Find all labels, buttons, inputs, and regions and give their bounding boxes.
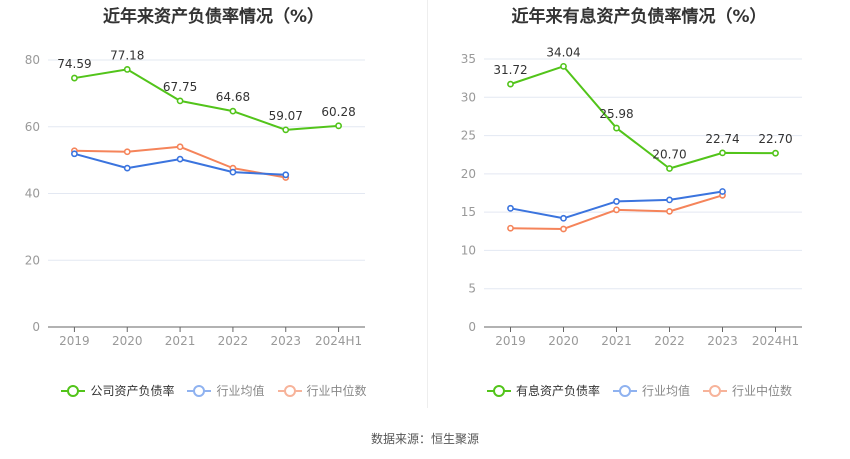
data-point-avg [560,214,567,222]
data-point-avg [123,164,131,172]
legend-line-icon [612,384,637,397]
x-tick-label: 2021 [165,334,196,348]
data-point-avg [229,168,237,176]
y-tick-label: 25 [461,129,476,143]
legend: 公司资产负债率 行业均值 行业中位数 [0,382,427,399]
legend-item-median[interactable]: 行业中位数 [277,382,367,399]
data-point-company [176,97,184,105]
x-tick-label: 2024H1 [752,334,799,348]
chart-title: 近年来有息资产负债率情况（%） [511,7,767,27]
data-point-company [719,149,726,157]
legend-line-icon [277,384,302,397]
data-point-company [229,107,237,115]
legend-item-avg[interactable]: 行业均值 [612,382,690,399]
data-point-median [613,206,620,214]
x-tick-label: 2020 [112,334,143,348]
x-tick-label: 2023 [270,334,301,348]
data-point-company [507,80,514,88]
y-tick-label: 20 [461,167,476,181]
data-point-company [613,124,620,132]
data-label: 31.72 [493,63,527,77]
series-line-company [510,65,776,170]
data-point-avg [666,196,673,204]
legend-item-median[interactable]: 行业中位数 [702,382,792,399]
data-point-median [123,148,131,156]
data-point-avg [282,171,290,179]
panel-divider [427,0,428,408]
legend-label: 行业均值 [216,384,265,398]
legend-label: 有息资产负债率 [515,384,600,398]
series-line-company [74,68,339,131]
x-tick-label: 2022 [654,334,685,348]
data-label: 59.07 [269,109,303,123]
data-point-company [123,66,131,73]
x-tick-label: 2019 [495,334,526,348]
legend-line-icon [61,384,86,397]
data-point-avg [719,188,726,195]
legend-line-icon [486,384,511,397]
data-label: 25.98 [599,107,633,121]
legend: 有息资产负债率 行业均值 行业中位数 [428,382,850,399]
interest-debt-ratio-chart: 0 5 10 15 20 25 30 35 2019 2020 2021 2022 2023 2024H1… [461,45,802,348]
chart-panel-interest-debt-ratio: 近年来有息资产负债率情况（%） 0 5 10 15 20 25 30 35 2019 2020 20… [428,0,850,410]
x-tick-label: 2024H1 [315,334,362,348]
y-tick-label: 30 [461,90,476,104]
data-point-avg [71,150,78,158]
legend-label: 公司资产负债率 [90,384,175,398]
data-point-avg [613,198,620,205]
legend-label: 行业中位数 [732,384,793,398]
y-tick-label: 5 [468,282,476,296]
legend-line-icon [703,384,727,397]
data-point-company [560,62,567,70]
y-tick-label: 15 [461,205,476,219]
legend-label: 行业中位数 [306,384,367,398]
x-tick-label: 2022 [218,334,249,348]
data-label: 22.70 [758,132,792,146]
legend-item-company[interactable]: 公司资产负债率 [60,382,174,399]
data-point-median [666,207,673,215]
y-tick-label: 40 [25,187,40,201]
legend-label: 行业均值 [641,384,690,398]
data-source: 数据来源：恒生聚源 [370,432,479,446]
x-tick-label: 2023 [707,334,738,348]
data-point-median [560,225,567,233]
data-point-median [507,224,514,232]
data-point-company [71,74,78,82]
y-tick-label: 0 [468,320,476,334]
data-label: 74.59 [57,57,91,71]
y-tick-label: 60 [25,120,40,134]
data-label: 67.75 [163,80,197,94]
data-label: 64.68 [216,90,250,104]
data-label: 60.28 [321,105,355,119]
data-point-company [666,165,673,172]
y-tick-label: 80 [25,53,40,67]
debt-ratio-chart: 0 20 40 60 80 2019 2020 2021 2022 2023 2024H1 74.59… [25,48,365,348]
data-label: 77.18 [110,48,144,62]
x-tick-label: 2021 [601,334,632,348]
data-point-company [282,126,290,134]
y-tick-label: 10 [461,243,476,257]
chart-panel-debt-ratio: 近年来资产负债率情况（%） 0 20 40 60 80 2019 2020 2021 2022 2… [0,0,427,410]
chart-title: 近年来资产负债率情况（%） [102,7,325,27]
data-point-median [176,143,184,151]
legend-item-company[interactable]: 有息资产负债率 [486,382,600,399]
data-label: 22.74 [705,132,739,146]
data-point-avg [507,204,514,212]
data-point-company [335,122,342,130]
x-tick-label: 2019 [59,334,90,348]
y-tick-label: 35 [461,52,476,66]
y-tick-label: 20 [25,253,40,267]
data-label: 34.04 [546,45,580,59]
y-tick-label: 0 [32,320,40,334]
data-point-company [772,149,779,157]
legend-line-icon [187,384,212,397]
x-tick-label: 2020 [548,334,579,348]
data-label: 20.70 [652,147,686,161]
data-point-avg [176,155,184,163]
legend-item-avg[interactable]: 行业均值 [186,382,265,399]
